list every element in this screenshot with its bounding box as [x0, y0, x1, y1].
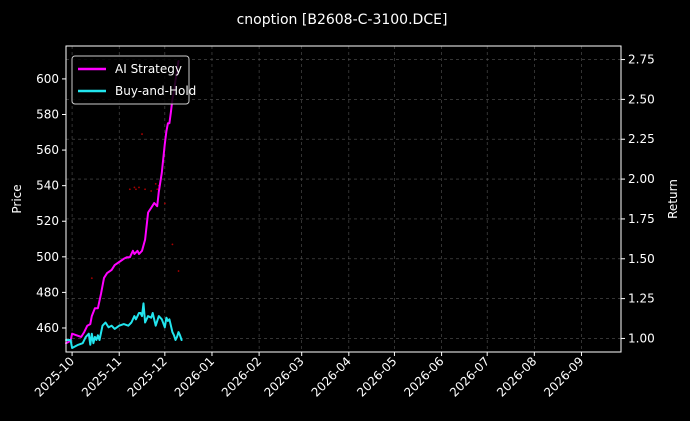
price-point	[171, 243, 174, 246]
y-left-tick-label: 600	[36, 72, 59, 86]
y-left-tick-label: 460	[36, 321, 59, 335]
y-right-tick-label: 2.50	[628, 92, 655, 106]
y-right-tick-label: 2.00	[628, 172, 655, 186]
y-right-tick-label: 1.00	[628, 331, 655, 345]
y-left-tick-label: 500	[36, 250, 59, 264]
price-point	[141, 133, 143, 135]
price-point	[133, 186, 136, 189]
plot-frame	[65, 45, 622, 353]
price-point	[154, 182, 157, 185]
y-left-tick-label: 520	[36, 214, 59, 228]
y-right-tick-label: 2.25	[628, 132, 655, 146]
y-left-tick-label: 480	[36, 285, 59, 299]
series-layer	[65, 60, 183, 349]
scatter-layer	[90, 133, 180, 280]
legend-label-ai-strategy: AI Strategy	[115, 62, 182, 76]
series-line-buy-and-hold	[65, 302, 183, 349]
price-point	[156, 188, 159, 191]
series-line-ai-strategy	[65, 60, 180, 345]
y-right-tick-label: 1.75	[628, 212, 655, 226]
legend-label-buy-and-hold: Buy-and-Hold	[115, 84, 196, 98]
price-point	[90, 277, 93, 280]
y-axis-left: 460 480 500 520 540 560 580 600	[36, 72, 66, 335]
y-left-tick-label: 540	[36, 179, 59, 193]
price-point	[144, 188, 146, 191]
legend: AI Strategy Buy-and-Hold	[71, 55, 196, 105]
y-right-tick-label: 1.50	[628, 252, 655, 266]
y-right-tick-label: 1.25	[628, 292, 655, 306]
price-point	[135, 188, 137, 191]
price-point	[128, 188, 131, 191]
y-left-tick-label: 580	[36, 107, 59, 121]
price-point	[138, 186, 140, 189]
price-point	[177, 270, 180, 272]
y-right-tick-label: 2.75	[628, 53, 655, 67]
y-axis-right-label: Return	[666, 179, 680, 219]
price-point	[150, 190, 153, 192]
price-point	[163, 202, 166, 205]
y-axis-left-label: Price	[10, 184, 24, 213]
y-axis-right: 1.00 1.25 1.50 1.75 2.00 2.25 2.50 2.75	[621, 53, 655, 345]
y-left-tick-label: 560	[36, 143, 59, 157]
chart-title: cnoption [B2608-C-3100.DCE]	[237, 12, 448, 28]
